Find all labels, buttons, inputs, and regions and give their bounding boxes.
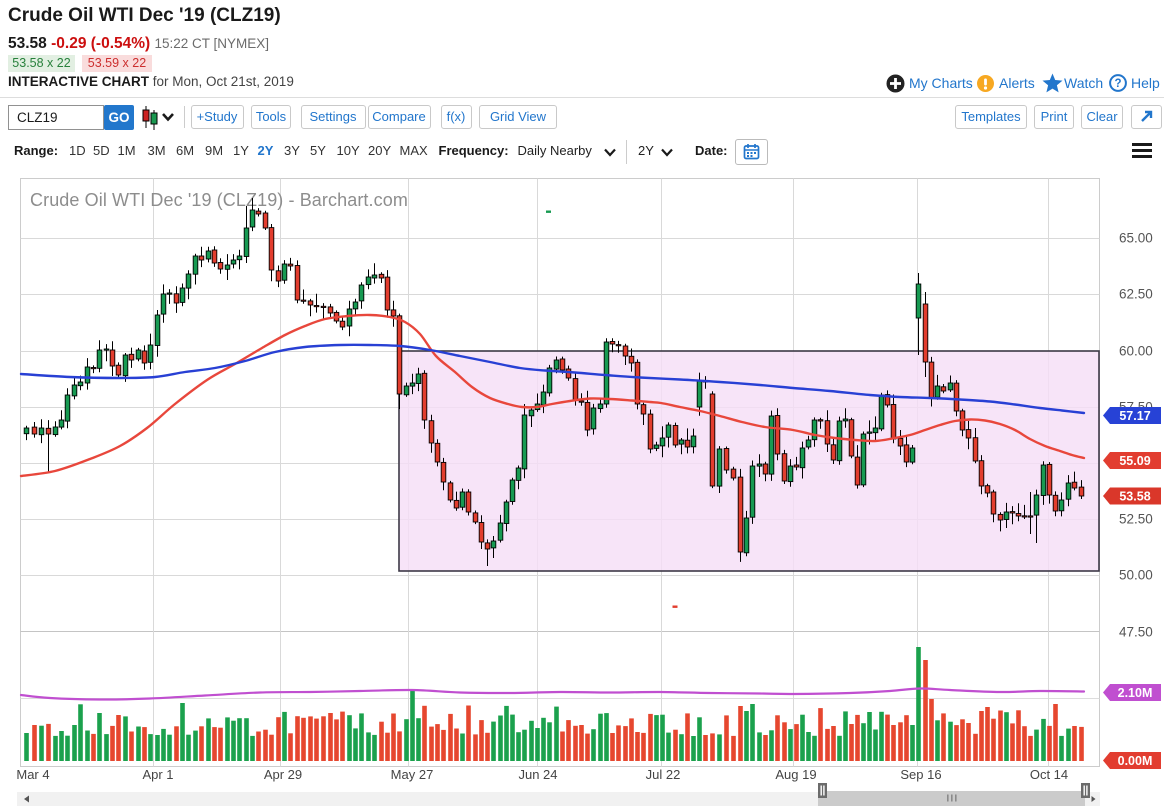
svg-text:55.09: 55.09 <box>1119 454 1150 468</box>
svg-text:Aug 19: Aug 19 <box>775 767 816 782</box>
svg-text:0.00M: 0.00M <box>1118 754 1153 768</box>
svg-text:?: ? <box>1114 78 1121 90</box>
svg-text:50.00: 50.00 <box>1119 568 1153 583</box>
svg-text:Crude Oil WTI Dec '19 (CLZ19): Crude Oil WTI Dec '19 (CLZ19) - Barchart… <box>30 190 408 210</box>
svg-text:57.17: 57.17 <box>1119 409 1150 423</box>
svg-text:52.50: 52.50 <box>1119 512 1153 527</box>
svg-text:2.10M: 2.10M <box>1118 686 1153 700</box>
svg-text:Sep 16: Sep 16 <box>900 767 941 782</box>
svg-text:65.00: 65.00 <box>1119 231 1153 246</box>
svg-text:May 27: May 27 <box>391 767 434 782</box>
svg-text:53.58: 53.58 <box>1119 490 1150 504</box>
svg-text:Mar 4: Mar 4 <box>16 767 49 782</box>
svg-text:Jul 22: Jul 22 <box>646 767 681 782</box>
svg-text:Apr 1: Apr 1 <box>142 767 173 782</box>
svg-text:60.00: 60.00 <box>1119 344 1153 359</box>
svg-text:Apr 29: Apr 29 <box>264 767 302 782</box>
svg-text:47.50: 47.50 <box>1119 625 1153 640</box>
svg-text:Jun 24: Jun 24 <box>518 767 557 782</box>
svg-text:Oct 14: Oct 14 <box>1030 767 1068 782</box>
svg-text:62.50: 62.50 <box>1119 287 1153 302</box>
